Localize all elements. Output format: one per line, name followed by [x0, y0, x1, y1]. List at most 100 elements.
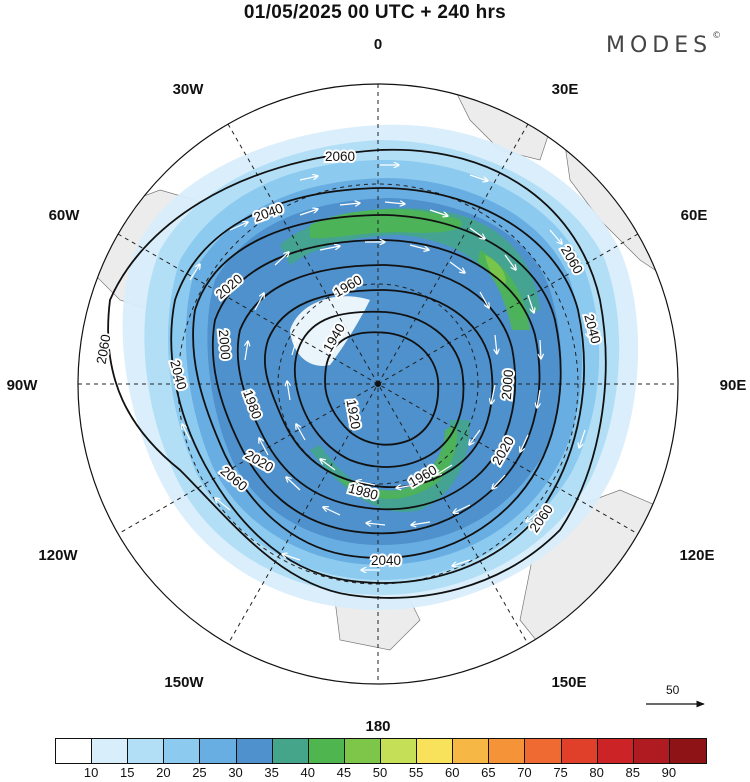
- wind-arrow: [244, 391, 249, 411]
- colorbar-tick-label: 10: [83, 765, 99, 780]
- brand-mark: ©: [712, 31, 722, 41]
- lon-label-120e: 120E: [679, 547, 714, 564]
- map-content: 2060 2060 2060 2060 2060 2040 2040 2040 …: [78, 84, 678, 684]
- wind-arrow: [286, 477, 301, 491]
- wind-arrow: [549, 229, 562, 244]
- colorbar-cell: [380, 739, 418, 763]
- wind-arrow: [339, 203, 360, 205]
- wind-arrow: [492, 474, 506, 489]
- wind-arrow: [520, 434, 529, 452]
- wind-arrow: [396, 485, 416, 488]
- colorbar-cell: [128, 739, 165, 763]
- lon-label-0: 0: [374, 36, 382, 53]
- wind-arrow: [453, 504, 471, 513]
- colorbar-cell: [489, 739, 526, 763]
- shade-50-spot: [485, 255, 506, 285]
- colorbar-cell: [453, 739, 490, 763]
- wind-arrow: [356, 481, 376, 486]
- wind-arrow: [411, 522, 431, 525]
- contour-2000: [211, 239, 541, 535]
- colorbar-cell: [561, 739, 598, 763]
- wind-arrow: [479, 291, 489, 308]
- contour-label: 2060: [94, 333, 114, 365]
- colorbar-cell: [164, 739, 201, 763]
- colorbar-tick-label: 90: [661, 765, 677, 780]
- wind-arrow: [469, 227, 485, 239]
- colorbar-tick-label: 30: [228, 765, 243, 780]
- map-title: 01/05/2025 00 UTC + 240 hrs: [243, 2, 507, 23]
- wind-arrow: [469, 174, 488, 181]
- contour-1980: [236, 264, 517, 511]
- shade-30: [207, 198, 562, 545]
- colorbar-tick-label: 75: [553, 765, 568, 780]
- wind-arrow: [537, 389, 540, 408]
- wind-arrow: [526, 509, 541, 522]
- colorbar-cell: [669, 739, 706, 763]
- contour-2040: [170, 187, 585, 584]
- colorbar-tick-label: 65: [481, 765, 496, 780]
- contour-label: 1920: [343, 398, 363, 430]
- lon-label-180: 180: [365, 718, 390, 735]
- lon-label-150w: 150W: [164, 674, 204, 691]
- reference-vector-label: 50: [666, 683, 680, 697]
- colorbar-cell: [417, 739, 454, 763]
- colorbar-ticks: 10 15 20 25 30 35 40 45 50 55 60 65 70 75 80 85 90: [55, 765, 705, 781]
- wind-arrow: [254, 293, 264, 311]
- lon-label-120w: 120W: [38, 547, 78, 564]
- contour-2020: [192, 214, 562, 559]
- brand-logo: MODES©: [606, 31, 722, 58]
- wind-arrow: [296, 424, 306, 441]
- wind-arrow: [299, 176, 318, 181]
- wind-arrow: [229, 222, 248, 231]
- colorbar-cell: [308, 739, 345, 763]
- lon-label-60e: 60E: [681, 207, 708, 224]
- contour-label: 2000: [499, 369, 517, 400]
- wind-arrow: [384, 202, 405, 204]
- wind-arrow: [449, 261, 465, 273]
- wind-arrow: [319, 246, 340, 251]
- colorbar-cell: [236, 739, 273, 763]
- colorbar-tick-label: 35: [264, 765, 279, 780]
- colorbar-cell: [200, 739, 237, 763]
- lon-label-30e: 30E: [552, 81, 579, 98]
- colorbar-tick-label: 70: [517, 765, 532, 780]
- wind-arrow: [495, 334, 497, 354]
- brand-text: MODES: [606, 33, 713, 58]
- colorbar-tick-label: 80: [589, 765, 604, 780]
- wind-arrow: [504, 254, 516, 270]
- contour-1920: [324, 331, 440, 446]
- colorbar-cell: [92, 739, 129, 763]
- wind-arrow: [287, 381, 290, 401]
- lon-label-30w: 30W: [173, 81, 205, 98]
- wind-arrow: [282, 554, 301, 561]
- wind-arrow: [189, 264, 200, 281]
- contour-2060: [107, 148, 607, 599]
- wind-arrow: [436, 464, 453, 475]
- colorbar-cell: [597, 739, 634, 763]
- lon-label-150e: 150E: [551, 674, 586, 691]
- wind-arrow: [527, 294, 534, 313]
- shade-40-upper: [280, 208, 540, 320]
- colorbar-cell: [344, 739, 381, 763]
- wind-arrow: [366, 523, 386, 525]
- shade-45-lower: [340, 425, 457, 499]
- colorbar: [55, 738, 707, 764]
- contour-label: 2000: [216, 329, 234, 360]
- wind-arrow: [299, 209, 318, 216]
- colorbar-tick-label: 60: [444, 765, 460, 780]
- colorbar-cell: [56, 739, 93, 763]
- colorbar-tick-label: 15: [119, 765, 135, 780]
- wind-arrow: [320, 459, 336, 471]
- colorbar-tick-label: 50: [372, 765, 388, 780]
- colorbar-tick-label: 20: [156, 765, 171, 780]
- contour-label: 2040: [371, 553, 401, 568]
- wind-arrow: [579, 429, 586, 448]
- wind-arrow: [182, 424, 191, 441]
- lon-label-60w: 60W: [49, 207, 81, 224]
- wind-arrow: [540, 339, 541, 359]
- shade-40-lower: [310, 420, 470, 512]
- colorbar-tick-label: 55: [408, 765, 424, 780]
- colorbar-cell: [633, 739, 670, 763]
- contour-1940: [293, 310, 465, 468]
